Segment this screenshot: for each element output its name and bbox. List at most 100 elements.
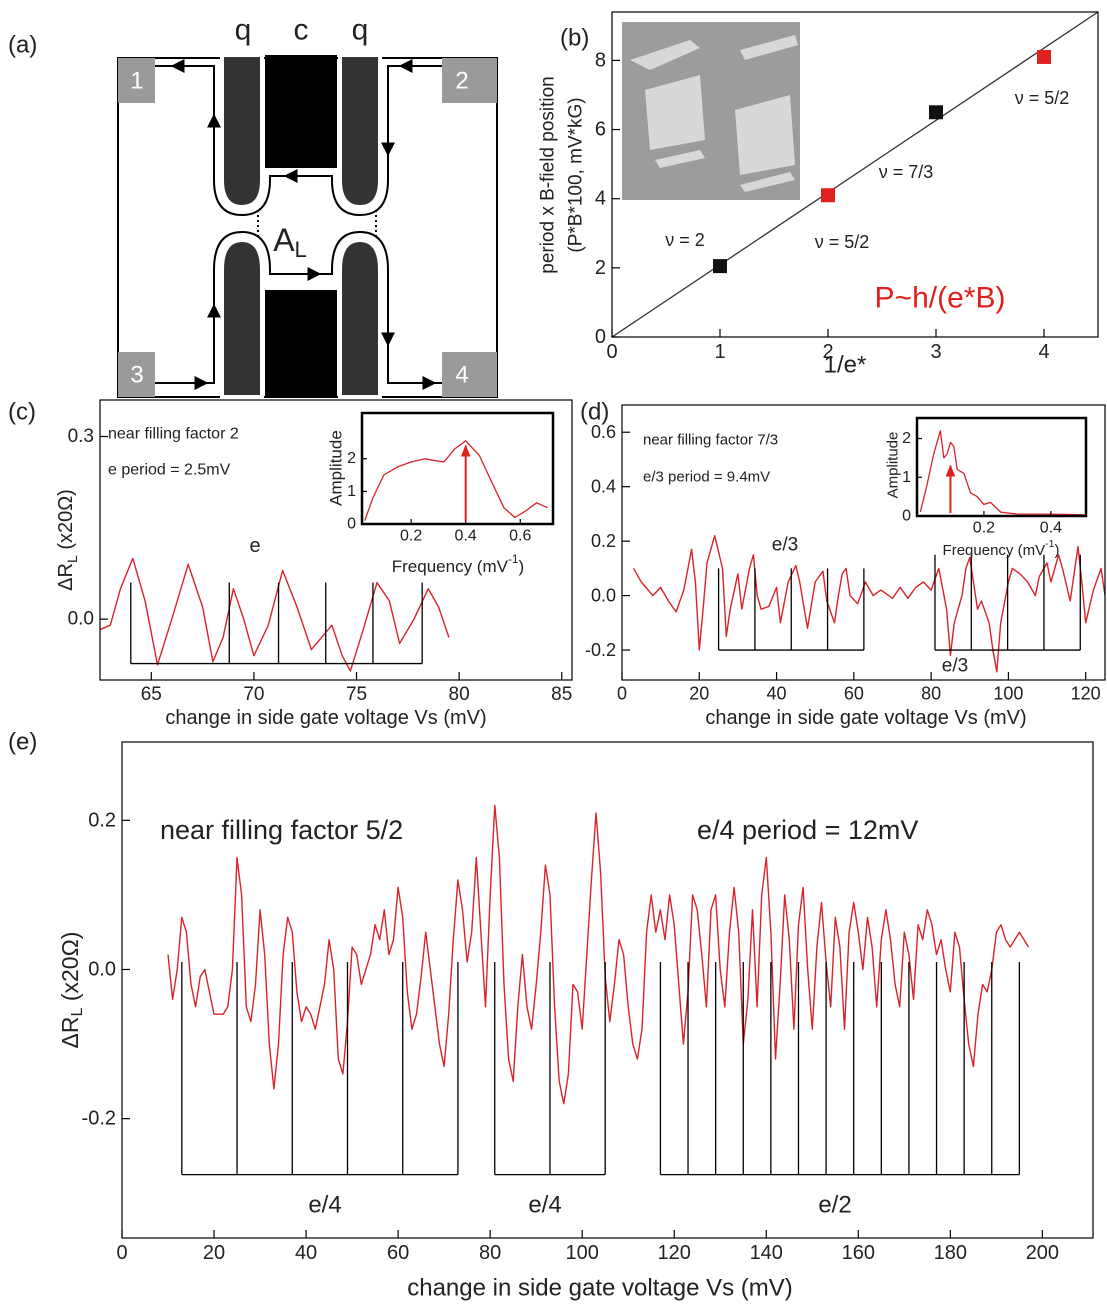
plot-area bbox=[632, 535, 1105, 673]
axis-title: Frequency (mV-1) bbox=[392, 552, 524, 575]
axis-title-main: ΔR bbox=[55, 563, 77, 591]
axis-title: (P*B*100, mV*kG) bbox=[566, 97, 587, 252]
x-tick-label: 0.4 bbox=[1040, 520, 1062, 537]
data-point bbox=[929, 105, 943, 120]
contact bbox=[118, 352, 155, 397]
x-tick-label: 180 bbox=[934, 1242, 967, 1264]
x-tick-label: 0.2 bbox=[400, 528, 422, 545]
data-line bbox=[632, 535, 1105, 673]
x-tick-label: 40 bbox=[767, 684, 787, 704]
axis-title-rest: (x20Ω) bbox=[55, 489, 77, 555]
x-tick-label: 1 bbox=[714, 341, 725, 363]
y-tick-label: 1 bbox=[902, 469, 911, 486]
annotation: e/4 period = 12mV bbox=[697, 815, 918, 845]
gate-q bbox=[220, 237, 264, 399]
y-tick-label: 0.0 bbox=[591, 586, 616, 606]
data-line bbox=[100, 557, 450, 672]
contact bbox=[442, 352, 497, 397]
data-line bbox=[919, 430, 1085, 516]
plot-frame bbox=[99, 399, 573, 681]
x-tick-label: 200 bbox=[1026, 1242, 1059, 1264]
period-label: e/3 bbox=[772, 535, 798, 556]
y-tick-label: 0.3 bbox=[68, 426, 94, 447]
x-tick-label: 0 bbox=[617, 684, 627, 704]
fit-line bbox=[612, 12, 1098, 337]
axis-title: Amplitude bbox=[327, 430, 346, 506]
x-tick-label: 70 bbox=[243, 684, 264, 705]
inset-background bbox=[917, 418, 1086, 516]
data-point bbox=[821, 188, 835, 203]
x-tick-label: 3 bbox=[930, 341, 941, 363]
axis-title: change in side gate voltage Vs (mV) bbox=[165, 707, 486, 729]
axis-title-main: Frequency (mV bbox=[943, 542, 1046, 559]
contact-label: 2 bbox=[455, 68, 468, 95]
data-point bbox=[713, 259, 727, 274]
plot-frame bbox=[915, 416, 1088, 518]
y-tick-label: 2 bbox=[347, 450, 356, 467]
x-tick-label: 80 bbox=[479, 1242, 501, 1264]
y-tick-label: 0 bbox=[902, 508, 911, 525]
axis-title: change in side gate voltage Vs (mV) bbox=[407, 1275, 793, 1302]
y-tick-label: -0.2 bbox=[585, 640, 616, 660]
gate-q bbox=[220, 53, 264, 210]
data-line bbox=[167, 804, 1030, 1105]
y-tick-label: 6 bbox=[595, 119, 606, 141]
gate-label: q bbox=[352, 14, 369, 47]
y-tick-label: 2 bbox=[902, 430, 911, 447]
annotation: e/3 period = 9.4mV bbox=[643, 469, 770, 486]
contact-label: 3 bbox=[130, 362, 143, 389]
x-tick-label: 20 bbox=[203, 1242, 225, 1264]
data-line bbox=[364, 440, 548, 521]
axis-title-sub: L bbox=[68, 1007, 86, 1016]
gate-label: q bbox=[235, 14, 252, 47]
contact bbox=[118, 58, 155, 103]
y-tick-label: 4 bbox=[595, 188, 606, 210]
plot-area bbox=[167, 804, 1030, 1105]
y-tick-label: 0.2 bbox=[591, 531, 616, 551]
region-sub: L bbox=[295, 237, 307, 262]
sem-feature bbox=[735, 35, 798, 192]
y-tick-label: 0.2 bbox=[88, 809, 116, 831]
x-tick-label: 65 bbox=[141, 684, 162, 705]
gate-label: c bbox=[294, 14, 309, 47]
gate-q bbox=[338, 53, 382, 210]
axis-title: ΔRL (x20Ω) bbox=[55, 489, 80, 591]
annotation: near filling factor 7/3 bbox=[643, 432, 778, 449]
axis-title: change in side gate voltage Vs (mV) bbox=[705, 707, 1026, 729]
x-tick-label: 100 bbox=[993, 684, 1023, 704]
period-label: e bbox=[249, 535, 260, 557]
period-label: e/4 bbox=[308, 1192, 341, 1219]
plot-frame bbox=[360, 411, 555, 526]
period-label: e/4 bbox=[528, 1192, 561, 1219]
y-tick-label: 0.0 bbox=[88, 958, 116, 980]
axis-title: 1/e* bbox=[824, 352, 867, 379]
x-tick-label: 0.4 bbox=[455, 528, 477, 545]
panel-label: (d) bbox=[580, 399, 609, 426]
axis-title: Amplitude bbox=[885, 432, 902, 499]
x-tick-label: 2 bbox=[822, 341, 833, 363]
x-tick-label: 0 bbox=[116, 1242, 127, 1264]
plot-frame bbox=[611, 11, 1099, 338]
y-tick-label: 0 bbox=[595, 326, 606, 348]
y-tick-label: 0.6 bbox=[591, 422, 616, 442]
plot-area bbox=[919, 430, 1085, 516]
x-tick-label: 40 bbox=[295, 1242, 317, 1264]
x-tick-label: 0.2 bbox=[973, 520, 995, 537]
region-label: AL bbox=[273, 222, 307, 262]
annotation: near filling factor 2 bbox=[108, 426, 239, 443]
x-tick-label: 60 bbox=[387, 1242, 409, 1264]
period-label: e/2 bbox=[818, 1192, 851, 1219]
x-tick-label: 160 bbox=[842, 1242, 875, 1264]
axis-title-main: Frequency (mV bbox=[392, 557, 509, 576]
x-tick-label: 60 bbox=[844, 684, 864, 704]
gate-c bbox=[265, 55, 337, 168]
plot-area bbox=[364, 440, 548, 521]
x-tick-label: 80 bbox=[921, 684, 941, 704]
panel-label: (b) bbox=[560, 25, 589, 52]
contact-label: 4 bbox=[455, 362, 468, 389]
panel-label: (c) bbox=[8, 399, 36, 426]
axis-title: Frequency (mV-1) bbox=[943, 538, 1060, 559]
x-tick-label: 75 bbox=[346, 684, 367, 705]
y-tick-label: 8 bbox=[595, 49, 606, 71]
